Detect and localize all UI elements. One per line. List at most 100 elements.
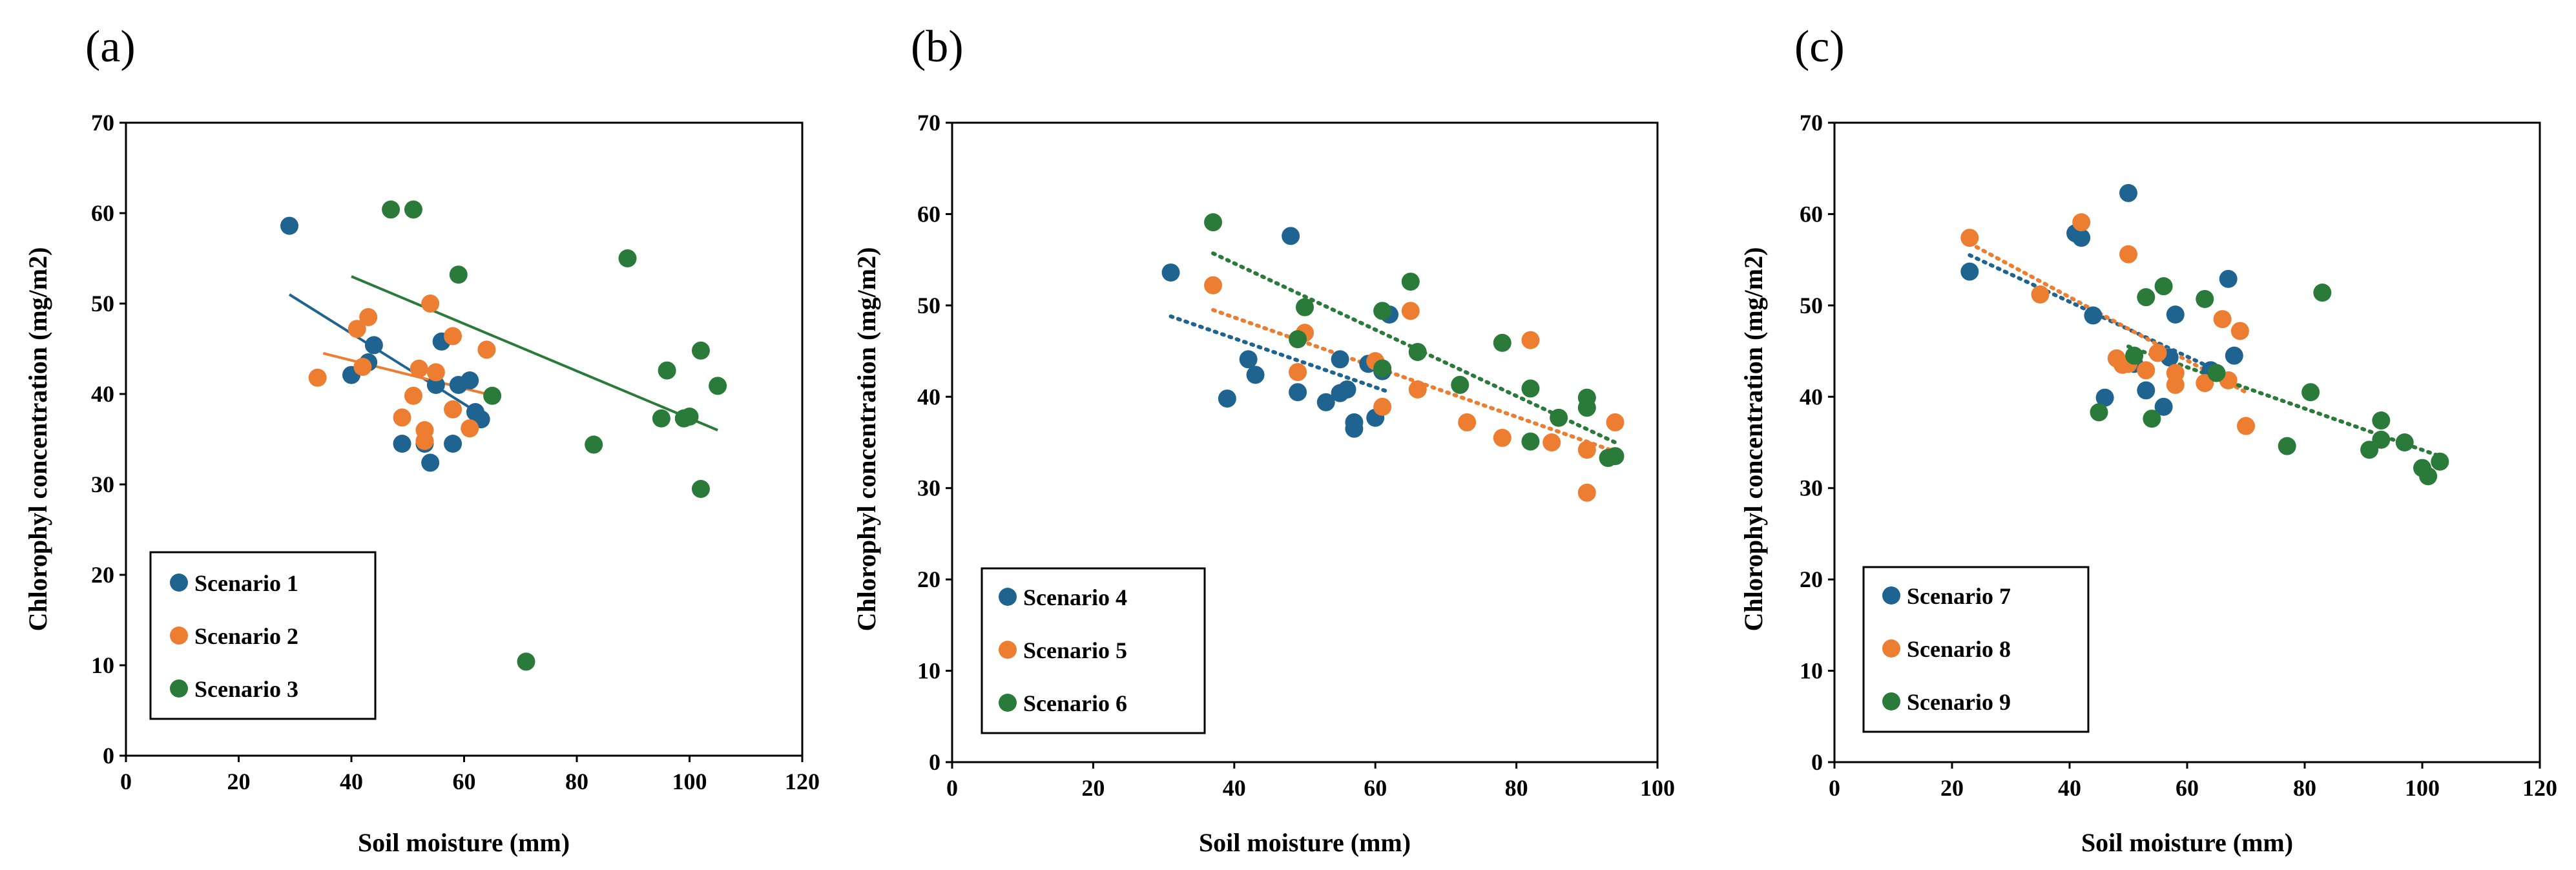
point-scenario-2 <box>348 320 366 338</box>
point-scenario-5 <box>1204 276 1223 295</box>
point-scenario-9 <box>2125 346 2144 365</box>
point-scenario-7 <box>2225 346 2243 365</box>
point-scenario-1 <box>421 453 440 472</box>
point-scenario-8 <box>2137 361 2155 380</box>
panel-a-x-tick-label: 20 <box>227 769 251 794</box>
legend-marker-scenario-9 <box>1882 692 1900 710</box>
panel-b-marks: 0 10 20 30 40 50 60 70 0 20 40 60 80 100 <box>917 110 1675 801</box>
legend-label-scenario-7: Scenario 7 <box>1907 583 2011 609</box>
point-scenario-8 <box>2148 344 2167 362</box>
panel-c-y-tick-label: 70 <box>1800 110 1823 136</box>
panel-a-letter: (a) <box>85 22 136 72</box>
point-scenario-1 <box>461 371 479 389</box>
panel-a-y-tick-label: 0 <box>103 743 114 769</box>
point-scenario-3 <box>382 200 400 219</box>
panel-b-y-tick-label: 20 <box>917 566 940 592</box>
legend-marker-scenario-8 <box>1882 639 1900 658</box>
point-scenario-6 <box>1606 447 1625 466</box>
panel-c-legend: Scenario 7 Scenario 8 Scenario 9 <box>1862 566 2090 733</box>
legend-label-scenario-5: Scenario 5 <box>1023 637 1127 663</box>
point-scenario-3 <box>517 652 535 671</box>
point-scenario-6 <box>1204 213 1223 232</box>
point-scenario-8 <box>2196 374 2214 393</box>
point-scenario-2 <box>477 340 496 359</box>
point-scenario-9 <box>2431 452 2449 471</box>
point-scenario-4 <box>1161 263 1180 282</box>
point-scenario-5 <box>1577 440 1596 459</box>
trendline-scenario-9 <box>2126 344 2442 459</box>
panel-b-y-axis-title: Chlorophyl concentration (mg/m2) <box>852 247 881 632</box>
point-scenario-1 <box>364 336 383 355</box>
panel-b-y-tick-label: 70 <box>917 110 940 136</box>
panel-b-x-tick-label: 80 <box>1505 775 1528 801</box>
panel-a-x-tick-label: 80 <box>565 769 588 794</box>
point-scenario-6 <box>1577 388 1596 407</box>
legend-label-scenario-9: Scenario 9 <box>1907 689 2011 715</box>
point-scenario-2 <box>421 295 440 313</box>
point-scenario-9 <box>2090 403 2108 422</box>
point-scenario-8 <box>2166 375 2185 394</box>
point-scenario-6 <box>1451 375 1470 394</box>
panel-c-y-axis-title: Chlorophyl concentration (mg/m2) <box>1739 247 1768 632</box>
panel-c-letter: (c) <box>1794 22 1845 72</box>
trendline-scenario-6 <box>1211 251 1617 444</box>
point-scenario-5 <box>1521 331 1540 349</box>
panel-b-y-tick-label: 30 <box>917 475 940 501</box>
panel-b-letter: (b) <box>911 22 964 72</box>
point-scenario-8 <box>2213 310 2232 329</box>
panel-b-y-tick-label: 50 <box>917 293 940 318</box>
point-scenario-6 <box>1373 302 1392 320</box>
legend-marker-scenario-7 <box>1882 586 1900 605</box>
point-scenario-1 <box>426 376 445 394</box>
legend-label-scenario-3: Scenario 3 <box>194 676 298 702</box>
point-scenario-9 <box>2196 289 2214 308</box>
trendline-scenario-4 <box>1169 314 1392 395</box>
point-scenario-4 <box>1289 383 1307 402</box>
panel-c-x-tick-label: 0 <box>1829 775 1840 801</box>
panel-b-x-tick-label: 20 <box>1081 775 1105 801</box>
point-scenario-1 <box>444 435 462 453</box>
legend-label-scenario-1: Scenario 1 <box>194 570 298 596</box>
point-scenario-3 <box>483 386 502 405</box>
point-scenario-5 <box>1542 433 1561 451</box>
point-scenario-2 <box>308 368 327 387</box>
panel-c-y-tick-label: 10 <box>1800 658 1823 684</box>
point-scenario-1 <box>393 435 411 453</box>
panel-b-legend-box <box>981 567 1206 734</box>
panel-a-y-axis-title: Chlorophyl concentration (mg/m2) <box>23 247 52 632</box>
legend-marker-scenario-4 <box>999 588 1017 606</box>
point-scenario-3 <box>691 341 710 360</box>
panel-c-x-tick-label: 20 <box>1940 775 1964 801</box>
point-scenario-8 <box>2031 285 2050 304</box>
panel-b-x-tick-label: 100 <box>1640 775 1675 801</box>
point-scenario-5 <box>1373 397 1392 416</box>
point-scenario-7 <box>2219 269 2238 288</box>
point-scenario-8 <box>1960 229 1979 247</box>
panel-b-x-tick-label: 40 <box>1223 775 1246 801</box>
point-scenario-7 <box>2084 306 2103 325</box>
panel-a-y-tick-label: 50 <box>91 291 114 316</box>
legend-marker-scenario-1 <box>170 574 188 592</box>
point-scenario-5 <box>1606 413 1625 431</box>
point-scenario-3 <box>585 435 603 454</box>
point-scenario-4 <box>1282 227 1300 245</box>
panel-b-y-tick-label: 60 <box>917 201 940 227</box>
point-scenario-4 <box>1246 366 1265 384</box>
point-scenario-6 <box>1550 408 1568 427</box>
panel-c-y-tick-label: 0 <box>1811 749 1823 775</box>
panel-c-marks: 0 10 20 30 40 50 60 70 0 20 40 60 80 100 120 <box>1800 110 2557 801</box>
point-scenario-6 <box>1521 432 1540 451</box>
point-scenario-3 <box>709 377 727 395</box>
point-scenario-9 <box>2154 277 2173 296</box>
legend-marker-scenario-3 <box>170 679 188 698</box>
point-scenario-6 <box>1521 379 1540 398</box>
point-scenario-2 <box>444 400 462 419</box>
panel-a-x-tick-label: 40 <box>340 769 363 794</box>
panel-a-x-tick-label: 60 <box>453 769 476 794</box>
panel-c-y-tick-label: 20 <box>1800 566 1823 592</box>
panel-b-y-tick-label: 40 <box>917 384 940 409</box>
point-scenario-9 <box>2301 383 2320 402</box>
point-scenario-8 <box>2119 245 2137 264</box>
point-scenario-2 <box>393 408 411 427</box>
point-scenario-2 <box>410 359 428 378</box>
